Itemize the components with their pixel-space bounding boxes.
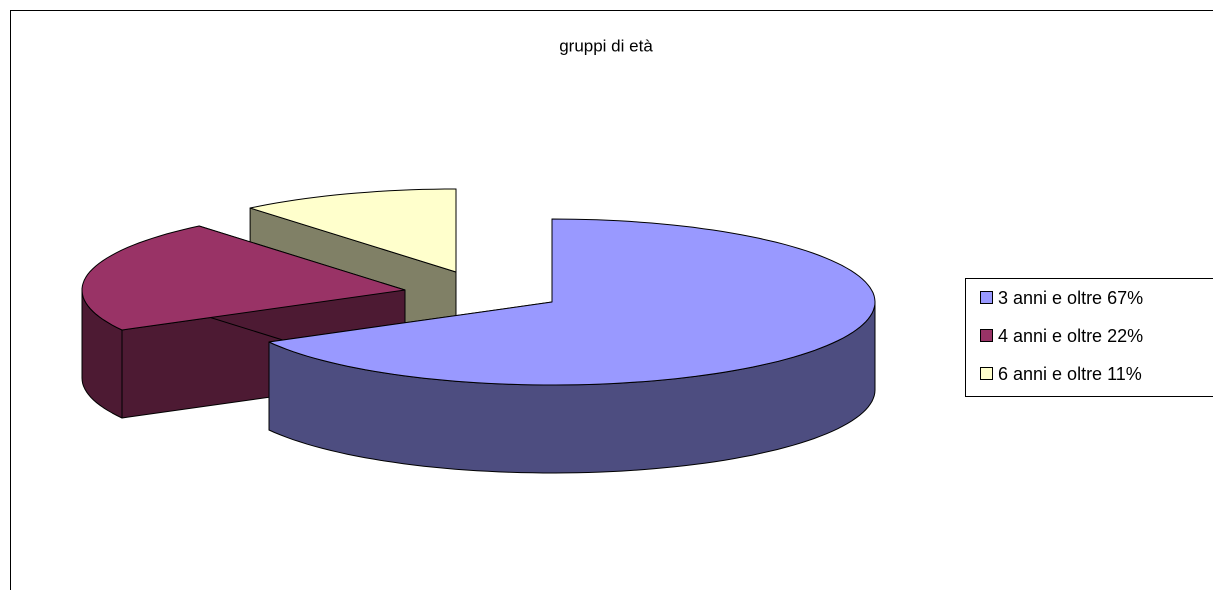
slice-top bbox=[268, 218, 876, 386]
chart-title: gruppi di età bbox=[559, 36, 653, 55]
chart-frame bbox=[10, 10, 1213, 590]
legend-label: 6 anni e oltre 11% bbox=[998, 364, 1142, 384]
legend-entries: 3 anni e oltre 67% 4 anni e oltre 22% 6 an… bbox=[980, 288, 1143, 384]
pie bbox=[81, 188, 876, 474]
legend-swatch bbox=[980, 291, 993, 304]
legend-label: 3 anni e oltre 67% bbox=[998, 288, 1143, 308]
slice-top bbox=[81, 225, 406, 331]
legend bbox=[965, 278, 1213, 397]
legend-swatch bbox=[980, 367, 993, 380]
legend-swatch bbox=[980, 329, 993, 342]
slice-top bbox=[249, 188, 457, 273]
legend-label: 4 anni e oltre 22% bbox=[998, 326, 1143, 346]
